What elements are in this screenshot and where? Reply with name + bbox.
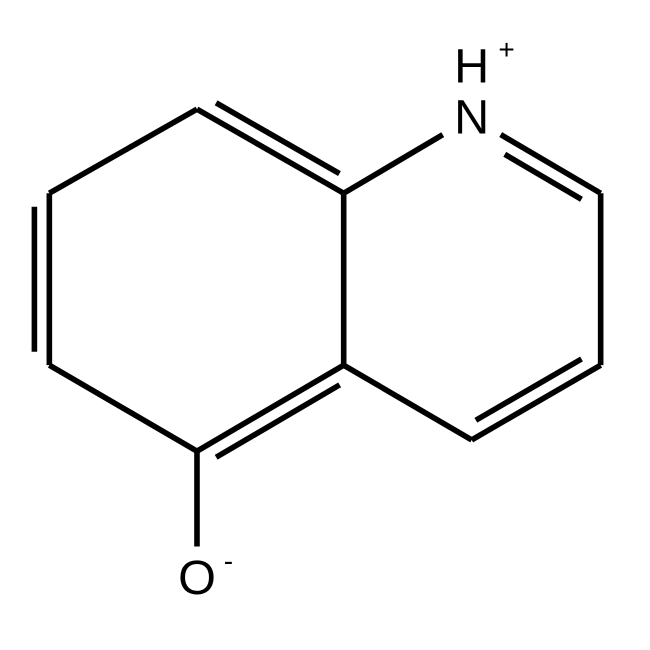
bond	[49, 365, 197, 451]
atom-label: O	[178, 551, 216, 605]
bond	[197, 365, 344, 451]
atom-label: N	[454, 91, 489, 145]
atom-label: +	[498, 34, 514, 65]
bond	[197, 109, 344, 193]
bond	[472, 365, 601, 440]
atom-label: H	[454, 40, 489, 94]
atom-label: -	[224, 546, 233, 577]
molecule-diagram: NH + O-	[0, 0, 650, 650]
bond	[216, 103, 339, 174]
bond	[344, 365, 472, 440]
bond	[216, 385, 339, 457]
bond	[49, 109, 197, 193]
bond	[344, 135, 443, 194]
bond	[476, 359, 582, 420]
